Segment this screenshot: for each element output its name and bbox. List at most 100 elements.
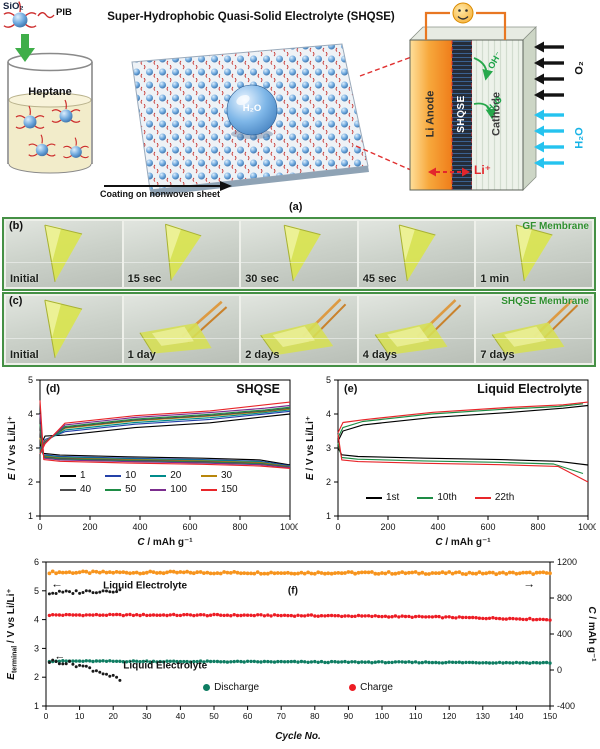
photo-frame: 30 sec: [241, 221, 357, 287]
svg-text:4: 4: [28, 409, 33, 419]
svg-text:800: 800: [530, 522, 545, 532]
coating-arrow-icon: [104, 181, 232, 191]
o2-arrows-icon: [534, 41, 564, 101]
legend-item: 50: [105, 484, 136, 495]
chart-e-tag: (e): [344, 383, 358, 395]
svg-text:2: 2: [34, 672, 39, 682]
legend-label: 10: [125, 470, 137, 481]
chart-d-legend: 1 10 20 30 40 50 100 150: [60, 470, 238, 495]
photo-time-label: Initial: [10, 349, 39, 361]
svg-text:60: 60: [243, 711, 253, 721]
chart-f-plot: 0 10 20 30 40 50 60 70 80 90 100 110 120 130 140 150123…: [6, 557, 597, 742]
legend-line-swatch: [200, 488, 217, 491]
dashed-link-bottom: [355, 145, 453, 189]
legend-line-swatch: [474, 496, 491, 499]
photo-frame: 7 days: [476, 296, 592, 363]
membrane-sheet-icon: [131, 43, 369, 196]
li-ion-label: Li⁺: [474, 163, 491, 177]
legend-line-swatch: [417, 496, 434, 499]
svg-text:Cycle No.: Cycle No.: [275, 731, 321, 742]
chart-liquid-profiles: 0 200 400 600 800 1000 1 2 3 4 5 C / mAh g⁻¹ E / V v…: [302, 370, 598, 550]
anode-region: [410, 40, 452, 190]
photo-frame: 15 sec: [123, 221, 240, 287]
svg-text:600: 600: [182, 522, 197, 532]
curve-150: [39, 401, 291, 455]
legend-item: 40: [60, 484, 91, 495]
beaker-icon: [7, 52, 93, 174]
legend-line-swatch: [105, 474, 122, 477]
svg-text:800: 800: [557, 593, 572, 603]
svg-text:1200: 1200: [557, 557, 577, 567]
series-shqse-charge-voltage: [47, 612, 552, 622]
legend-label: 22th: [494, 492, 515, 503]
chart-d-plot: 0 200 400 600 800 1000 1 2 3 4 5 C / mAh g⁻¹ E / V v…: [7, 375, 300, 548]
legend-line-swatch: [150, 488, 167, 491]
panel-b-tag: (b): [9, 220, 24, 232]
oh-arrow-icon: [473, 57, 493, 81]
svg-text:90: 90: [344, 711, 354, 721]
o2-label: O₂: [573, 61, 586, 75]
svg-text:0: 0: [557, 665, 562, 675]
photo-frame: 4 days: [358, 296, 475, 363]
photo-time-label: 4 days: [362, 349, 398, 361]
annotation: ←: [54, 650, 65, 662]
legend-label: 50: [125, 484, 137, 495]
legend-label: 20: [170, 470, 182, 481]
svg-text:E / V vs Li/Li⁺: E / V vs Li/Li⁺: [7, 416, 18, 480]
curve-1st: [337, 447, 589, 466]
photo-frame: Initial: [6, 221, 122, 287]
svg-text:3: 3: [34, 643, 39, 653]
svg-text:800: 800: [232, 522, 247, 532]
svg-text:1000: 1000: [578, 522, 596, 532]
svg-text:C / mAh g⁻¹: C / mAh g⁻¹: [586, 606, 597, 662]
svg-text:C / mAh g⁻¹: C / mAh g⁻¹: [137, 537, 193, 548]
svg-text:5: 5: [28, 375, 33, 385]
h2o-arrow-icon: [473, 102, 497, 120]
svg-text:6: 6: [34, 557, 39, 567]
schematic-art: [3, 0, 564, 196]
legend-label: 150: [220, 484, 238, 495]
axes: 0 10 20 30 40 50 60 70 80 90 100 110 120 130 140 150123…: [6, 557, 597, 742]
panel-c-tag: (c): [9, 295, 23, 307]
legend-line-swatch: [366, 496, 382, 499]
droplet-label: H₂O: [242, 103, 262, 114]
svg-text:4: 4: [326, 409, 331, 419]
panel-a-title: Super-Hydrophobic Quasi-Solid Electrolyt…: [107, 11, 395, 23]
panel-a-tag: (a): [289, 201, 303, 213]
chart-f-legend: Discharge Charge: [46, 682, 550, 693]
chart-e-legend: 1st 10th 22th: [366, 492, 514, 503]
legend-item: 1: [60, 470, 91, 481]
separator-label: SHQSE: [456, 95, 467, 133]
gf-membrane-label: GF Membrane: [522, 221, 589, 232]
photo-time-label: 1 min: [480, 273, 510, 285]
svg-text:600: 600: [480, 522, 495, 532]
axes: 0 200 400 600 800 1000 1 2 3 4 5 C / mAh g⁻¹ E / V v…: [7, 375, 300, 548]
svg-text:40: 40: [176, 711, 186, 721]
legend-line-swatch: [105, 488, 122, 491]
h2o-label: H₂O: [573, 127, 586, 149]
svg-text:80: 80: [310, 711, 320, 721]
li-ion-arrow-icon: [428, 167, 470, 177]
svg-text:20: 20: [108, 711, 118, 721]
photo-frame: 1 min: [476, 221, 592, 287]
series-shqse-capacity: [47, 569, 552, 577]
legend-item: 10: [105, 470, 136, 481]
legend-item: 100: [150, 484, 187, 495]
svg-text:200: 200: [380, 522, 395, 532]
svg-text:1: 1: [28, 511, 33, 521]
photo-time-label: 7 days: [480, 349, 515, 361]
svg-text:50: 50: [209, 711, 219, 721]
curve-10th: [337, 442, 584, 475]
photo-time-label: 15 sec: [127, 273, 162, 285]
smiley-icon: [452, 2, 474, 24]
photo-time-label: 2 days: [245, 349, 280, 361]
svg-text:10: 10: [75, 711, 85, 721]
legend-dot-swatch: [349, 684, 357, 691]
svg-text:100: 100: [375, 711, 389, 721]
photo-time-label: 1 day: [127, 349, 156, 361]
series-liquid-electrolyte-charge-voltage: [47, 588, 122, 596]
legend-item: Charge: [349, 682, 393, 693]
anode-label: Li Anode: [424, 90, 437, 138]
svg-text:140: 140: [509, 711, 523, 721]
chart-e-title: Liquid Electrolyte: [477, 382, 582, 396]
